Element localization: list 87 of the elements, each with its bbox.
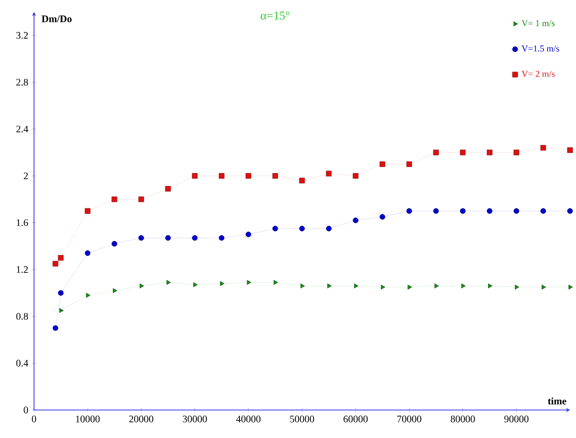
point bbox=[327, 283, 332, 288]
point bbox=[86, 292, 90, 298]
point bbox=[352, 173, 358, 179]
point bbox=[52, 260, 58, 266]
point bbox=[52, 325, 58, 331]
point bbox=[246, 280, 252, 285]
point bbox=[406, 161, 412, 167]
x-tick-label: 0 bbox=[32, 416, 36, 422]
point bbox=[192, 235, 198, 241]
point bbox=[486, 208, 492, 214]
point bbox=[461, 283, 466, 288]
point bbox=[218, 235, 224, 241]
point bbox=[274, 280, 278, 285]
x-axis-title: time bbox=[548, 397, 566, 404]
point bbox=[218, 173, 224, 179]
y-tick-label: 1.6 bbox=[16, 219, 28, 226]
chart-title: α=15° bbox=[260, 12, 290, 20]
point bbox=[568, 284, 573, 290]
x-tick-label: 10000 bbox=[76, 416, 100, 422]
y-axis-title: Dm/Do bbox=[42, 16, 72, 22]
point bbox=[272, 173, 278, 179]
point bbox=[567, 147, 573, 153]
point bbox=[380, 161, 386, 167]
point bbox=[326, 170, 332, 176]
point bbox=[514, 284, 520, 290]
point bbox=[138, 235, 144, 241]
point bbox=[406, 208, 412, 214]
x-tick-label: 90000 bbox=[504, 416, 528, 422]
point bbox=[540, 208, 546, 214]
point bbox=[165, 235, 171, 241]
point bbox=[488, 283, 492, 288]
point bbox=[354, 283, 358, 288]
point bbox=[380, 214, 386, 220]
x-tick-label: 30000 bbox=[182, 416, 207, 422]
point bbox=[434, 283, 439, 288]
point bbox=[59, 308, 64, 313]
point bbox=[112, 196, 118, 202]
point bbox=[326, 226, 332, 232]
x-tick-label: 80000 bbox=[450, 416, 475, 422]
point bbox=[567, 208, 573, 214]
point bbox=[460, 150, 466, 156]
point bbox=[193, 282, 198, 288]
point bbox=[84, 208, 90, 214]
point bbox=[165, 186, 171, 192]
point bbox=[514, 150, 520, 156]
legend-label: V= 2 m/s bbox=[522, 70, 555, 77]
legend-label: V=1.5 m/s bbox=[522, 46, 560, 52]
y-tick-label: 2.8 bbox=[16, 78, 28, 86]
y-tick-label: 2.4 bbox=[16, 126, 28, 132]
point bbox=[352, 218, 358, 224]
x-tick-label: 70000 bbox=[397, 416, 422, 422]
point bbox=[300, 283, 305, 288]
point bbox=[380, 284, 386, 290]
point bbox=[514, 208, 520, 214]
point bbox=[112, 240, 118, 247]
point bbox=[138, 196, 144, 202]
point bbox=[140, 283, 144, 288]
point bbox=[220, 281, 224, 286]
point bbox=[58, 290, 64, 296]
x-tick-label: 50000 bbox=[290, 416, 314, 422]
point bbox=[166, 280, 171, 285]
y-tick-label: 0.4 bbox=[16, 360, 28, 367]
point bbox=[540, 144, 546, 151]
point bbox=[192, 173, 198, 179]
x-tick-label: 60000 bbox=[344, 416, 368, 422]
y-tick-label: 3.2 bbox=[16, 32, 28, 39]
y-tick-label: 0 bbox=[24, 406, 28, 414]
point bbox=[408, 284, 412, 290]
point bbox=[299, 226, 305, 232]
x-tick-label: 20000 bbox=[129, 416, 154, 422]
point bbox=[112, 288, 118, 294]
y-tick-label: 0.8 bbox=[16, 312, 28, 320]
x-tick-label: 40000 bbox=[236, 416, 260, 422]
point bbox=[486, 150, 492, 156]
point bbox=[460, 208, 466, 214]
point bbox=[433, 208, 439, 214]
point bbox=[433, 150, 439, 156]
y-tick-label: 2 bbox=[24, 172, 28, 180]
point bbox=[246, 232, 252, 238]
y-tick-label: 1.2 bbox=[16, 266, 28, 273]
point bbox=[299, 178, 305, 184]
legend-label: V= 1 m/s bbox=[522, 20, 555, 26]
point bbox=[84, 250, 90, 256]
point bbox=[58, 255, 64, 261]
point bbox=[246, 173, 252, 179]
point bbox=[542, 284, 546, 290]
point bbox=[272, 226, 278, 232]
